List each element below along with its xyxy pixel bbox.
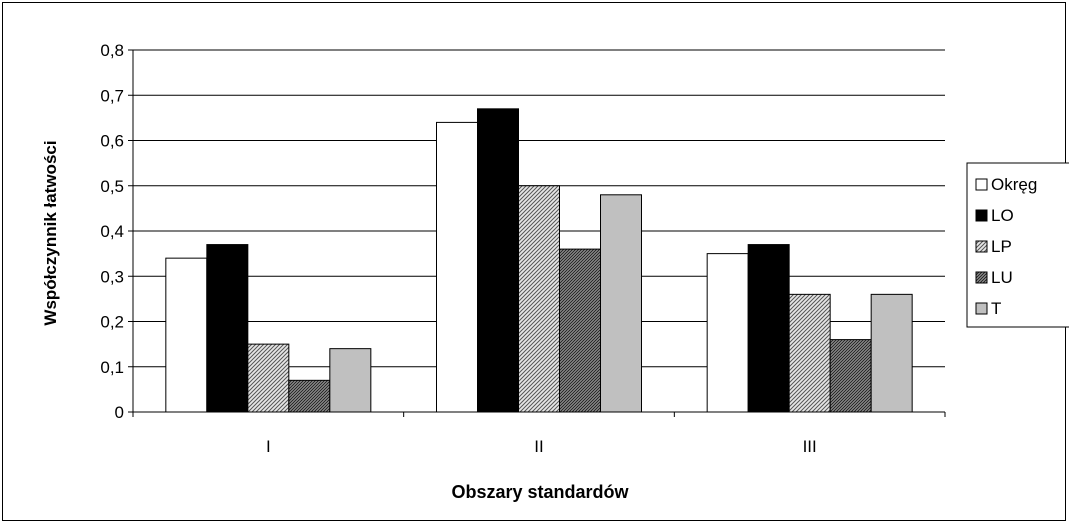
y-tick-label: 0,5 [100,177,124,196]
y-tick-label: 0,8 [100,41,124,60]
x-tick-labels: I II III [132,412,946,456]
bar-LP-I [247,343,290,413]
y-tick-label: 0,4 [100,222,124,241]
y-tick-label: 0 [115,403,124,422]
legend-swatch [975,302,988,315]
legend-swatch [975,240,988,253]
legend-label: T [991,299,1001,318]
y-tick-label: 0,3 [100,267,124,286]
legend-swatch [975,178,988,191]
x-tick-label: III [803,437,817,456]
bar-LO-III [747,244,790,413]
bar-LU-I [288,379,331,413]
bar-LO-I [206,244,249,413]
bar-T-II [600,194,642,413]
y-tick-label: 0,7 [100,86,124,105]
bars-group [165,108,913,413]
bar-T-I [329,348,372,413]
y-tick-labels: 0 0,1 0,2 0,3 0,4 0,5 0,6 0,7 0,8 [100,41,133,422]
legend-swatch [975,209,988,222]
bar-T-III [870,293,913,413]
x-tick-label: II [534,437,543,456]
x-axis-title: Obszary standardów [451,482,629,502]
bar-LP-II [518,185,560,413]
x-tick-label: I [266,437,271,456]
y-tick-label: 0,6 [100,132,124,151]
bar-LP-III [788,293,831,413]
bar-LU-II [559,248,601,413]
y-tick-label: 0,1 [100,358,124,377]
bar-Okręg-III [706,253,749,413]
y-tick-label: 0,2 [100,313,124,332]
bar-LO-II [477,108,519,413]
bar-LU-III [829,339,872,413]
legend-label: LU [991,268,1013,287]
legend-label: LP [991,237,1012,256]
legend-label: Okręg [991,175,1037,194]
bar-Okręg-II [436,121,478,413]
bar-Okręg-I [165,257,208,413]
legend-swatch [975,271,988,284]
y-axis-title: Współczynnik łatwości [41,140,60,325]
legend-label: LO [991,206,1014,225]
legend: Okręg LO LP LU T [966,162,1069,328]
